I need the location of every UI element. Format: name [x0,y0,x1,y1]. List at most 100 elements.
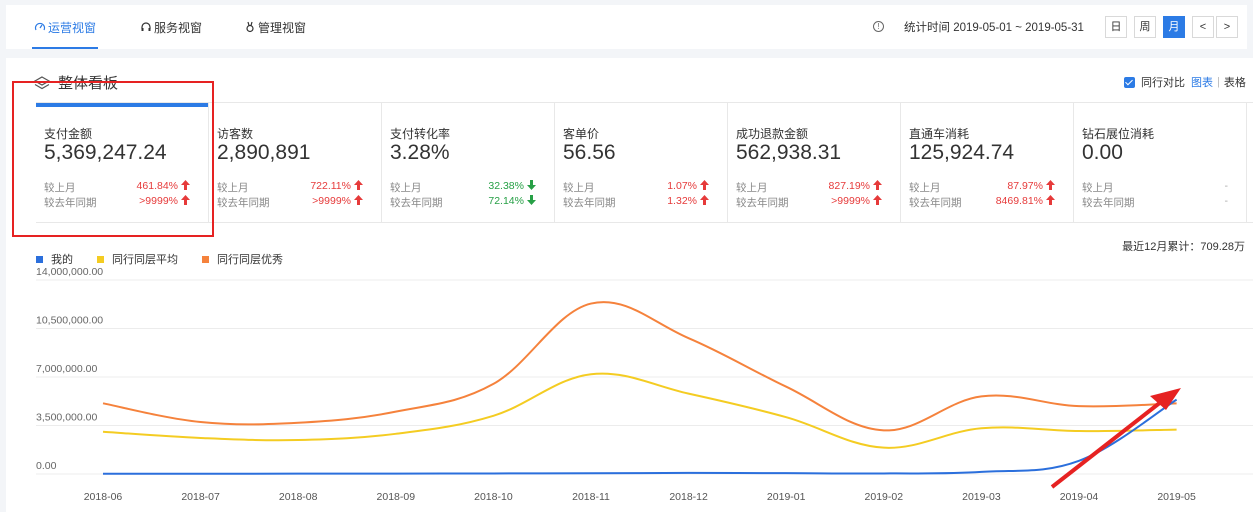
mom-change-value: 827.19% [828,180,870,192]
legend-item[interactable]: 同行同层平均 [97,251,178,267]
yoy-change: 72.14% [488,195,536,207]
compare-checkbox[interactable] [1124,76,1135,88]
metric-label: 访客数 [217,127,254,141]
view-separator: | [1217,76,1220,88]
legend-swatch [202,255,209,263]
mom-label: 较上月 [563,182,595,194]
chart-legend: 我的 同行同层平均 同行同层优秀 [36,251,307,267]
metric-card[interactable]: 访客数 2,890,891 较上月 722.11% 较去年同期 >9999% [209,103,382,223]
mom-change: 722.11% [310,180,363,192]
arrow-down-icon [527,180,536,190]
metric-label: 成功退款金额 [736,127,809,141]
panel-title: 整体看板 [34,72,118,93]
panel-title-text: 整体看板 [58,75,119,92]
metric-card[interactable]: 成功退款金额 562,938.31 较上月 827.19% 较去年同期 >9999% [728,103,901,223]
metric-value: 3.28% [390,141,450,164]
x-tick-label: 2019-02 [865,491,904,503]
x-tick-label: 2018-10 [474,491,513,503]
headset-icon [141,22,151,31]
arrow-up-icon [700,180,709,190]
mom-change-value: 722.11% [310,180,351,192]
metric-value: 562,938.31 [736,141,842,164]
tab-management[interactable]: 管理视窗 [244,5,306,49]
metric-label: 客单价 [563,127,600,141]
legend-swatch [97,255,104,263]
mom-change: 461.84% [137,180,190,192]
yoy-change-value: >9999% [312,195,351,207]
yoy-label: 较去年同期 [563,197,616,209]
legend-item[interactable]: 同行同层优秀 [202,251,283,267]
legend-label: 同行同层优秀 [217,254,283,266]
mom-change: 1.07% [667,180,709,192]
arrow-up-icon [181,195,190,205]
tab-operations[interactable]: 运营视窗 [31,5,99,49]
yoy-change: >9999% [139,195,190,207]
x-tick-label: 2018-11 [572,491,610,503]
mom-label: 较上月 [909,182,941,194]
tab-label: 管理视窗 [258,20,307,35]
top-nav-bar: 运营视窗 服务视窗 管理视窗 ! 统计时间 2019-05-01 ~ 2019-… [6,5,1247,49]
metric-card[interactable]: 支付金额 5,369,247.24 较上月 461.84% 较去年同期 >9999% [36,103,209,223]
x-tick-label: 2019-04 [1060,491,1099,503]
mom-change: - [1225,180,1229,192]
yoy-change-value: 72.14% [488,195,524,207]
mom-label: 较上月 [217,182,249,194]
mom-label: 较上月 [736,182,768,194]
prev-period-button[interactable]: < [1192,16,1214,38]
yoy-label: 较去年同期 [44,197,97,209]
metric-value: 2,890,891 [217,141,311,164]
x-tick-label: 2018-07 [181,491,220,503]
series-line [102,398,1178,475]
mom-change-value: 87.97% [1007,180,1043,192]
legend-label: 同行同层平均 [112,254,178,266]
y-tick-label: 10,500,000.00 [36,315,103,327]
mom-change-value: 32.38% [488,180,524,192]
period-day-button[interactable]: 日 [1105,16,1127,38]
view-chart-link[interactable]: 图表 [1191,77,1213,89]
metric-cards: 支付金额 5,369,247.24 较上月 461.84% 较去年同期 >9999% 访客数… [36,102,1253,223]
metric-card[interactable]: 支付转化率 3.28% 较上月 32.38% 较去年同期 72.14% [382,103,555,223]
mom-change: 827.19% [829,180,882,192]
mom-label: 较上月 [390,182,422,194]
period-week-button[interactable]: 周 [1134,16,1156,38]
legend-item[interactable]: 我的 [36,251,73,267]
line-chart: 14,000,000.00 10,500,000.00 7,000,000.00 3,… [36,268,1253,503]
x-tick-label: 2019-01 [767,491,806,503]
mom-change-value: 461.84% [136,180,178,192]
y-tick-label: 7,000,000.00 [36,363,97,375]
badge-icon [246,21,254,33]
metric-value: 0.00 [1082,141,1123,164]
mom-change: 32.38% [488,180,536,192]
arrow-down-icon [527,195,536,205]
mom-change-value: - [1224,180,1229,192]
metric-card[interactable]: 直通车消耗 125,924.74 较上月 87.97% 较去年同期 8469.81% [901,103,1074,223]
next-period-button[interactable]: > [1216,16,1238,38]
yoy-label: 较去年同期 [909,197,962,209]
mom-change: 87.97% [1007,180,1055,192]
metric-label: 支付金额 [44,127,93,141]
series-line [102,372,1177,449]
compare-label[interactable]: 同行对比 [1141,77,1185,89]
metric-value: 5,369,247.24 [44,141,167,164]
mom-label: 较上月 [44,182,76,194]
view-table-link[interactable]: 表格 [1223,77,1246,89]
metric-card[interactable]: 钻石展位消耗 0.00 较上月 - 较去年同期 - [1074,103,1247,223]
cumulative-total: 最近12月累计：709.28万 [1122,241,1245,253]
mom-change-value: 1.07% [667,180,697,192]
metric-card[interactable]: 客单价 56.56 较上月 1.07% 较去年同期 1.32% [555,103,728,223]
metric-label: 直通车消耗 [909,127,970,141]
gauge-icon [34,22,46,31]
tab-label: 运营视窗 [48,20,97,35]
tab-service[interactable]: 服务视窗 [140,5,202,49]
yoy-change-value: 1.32% [667,195,697,207]
info-icon[interactable]: ! [873,21,884,32]
overview-panel: 整体看板 同行对比 图表 | 表格 支付金额 5,369,247.24 较上月 461… [6,58,1253,512]
arrow-up-icon [873,195,882,205]
y-tick-label: 14,000,000.00 [36,268,103,278]
arrow-up-icon [1046,195,1055,205]
period-month-button[interactable]: 月 [1163,16,1185,38]
arrow-up-icon [1046,180,1055,190]
tab-label: 服务视窗 [154,20,203,35]
yoy-change-value: >9999% [831,195,870,207]
yoy-change: 8469.81% [996,195,1055,207]
